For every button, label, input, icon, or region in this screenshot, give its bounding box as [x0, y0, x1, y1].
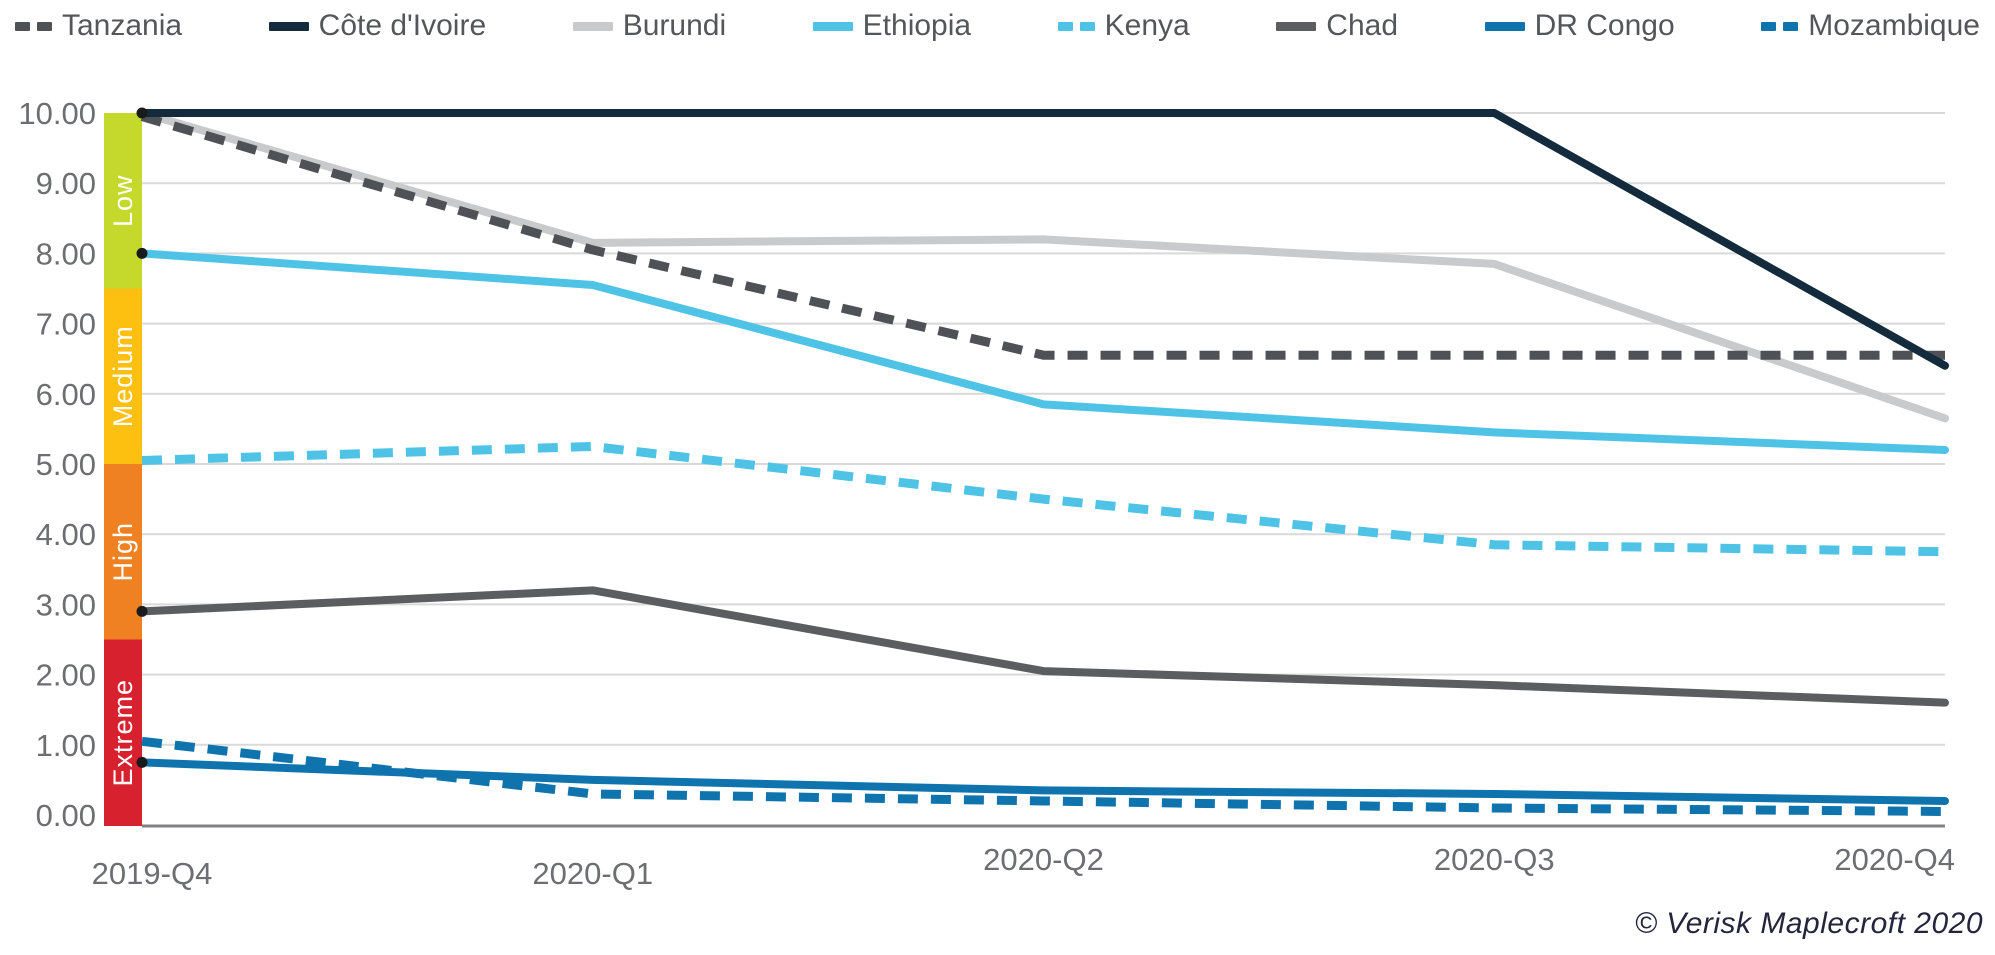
- y-tick-label: 5.00: [36, 447, 96, 482]
- series-start-dot-c-te-d-ivoire: [136, 107, 148, 119]
- c-te-d-ivoire-line-swatch-icon: [268, 21, 309, 31]
- legend-item-dr-congo[interactable]: DR Congo: [1484, 9, 1675, 42]
- legend-item-tanzania[interactable]: Tanzania: [15, 11, 182, 41]
- legend-item-chad[interactable]: Chad: [1276, 11, 1398, 41]
- x-tick-label-2020-q2: 2020-Q2: [983, 842, 1104, 877]
- series-line-dr-congo: [138, 758, 1949, 805]
- legend-item-kenya[interactable]: Kenya: [1057, 9, 1190, 42]
- copyright-text: © Verisk Maplecroft 2020: [1634, 907, 1983, 940]
- y-tick-label: 0.00: [36, 798, 96, 833]
- legend-item-burundi[interactable]: Burundi: [572, 9, 727, 42]
- dr-congo-line-swatch-icon: [1484, 21, 1525, 31]
- series-line-mozambique: [141, 736, 1946, 816]
- legend-label: DR Congo: [1534, 9, 1675, 42]
- risk-band-extreme: [104, 639, 142, 826]
- series-line-chad: [138, 586, 1949, 707]
- series-start-dot-dr-congo: [136, 756, 148, 768]
- series-start-dot-ethiopia: [136, 247, 148, 259]
- legend-label: Mozambique: [1808, 9, 1980, 42]
- legend-item-c-te-d-ivoire[interactable]: Côte d'Ivoire: [268, 9, 487, 42]
- burundi-line-swatch-icon: [572, 21, 613, 31]
- legend-label: Côte d'Ivoire: [318, 9, 487, 42]
- legend-label: Burundi: [622, 9, 727, 42]
- y-tick-label: 7.00: [36, 307, 96, 342]
- ethiopia-line-swatch-icon: [812, 21, 853, 31]
- series-start-dot-chad: [136, 605, 148, 617]
- risk-band-high: [104, 464, 142, 640]
- y-tick-label: 4.00: [36, 517, 96, 552]
- y-tick-label: 6.00: [36, 377, 96, 412]
- series-line-ethiopia: [138, 249, 1949, 454]
- y-tick-label: 3.00: [36, 587, 96, 622]
- x-tick-label-2020-q3: 2020-Q3: [1434, 842, 1555, 877]
- y-tick-label: 1.00: [36, 728, 96, 763]
- y-tick-label: 2.00: [36, 658, 96, 693]
- risk-band-label-medium: Medium: [108, 325, 138, 427]
- risk-band-label-low: Low: [108, 174, 138, 227]
- legend-item-mozambique[interactable]: Mozambique: [1761, 11, 1980, 41]
- legend-label: Kenya: [1104, 9, 1190, 42]
- y-tick-label: 9.00: [36, 166, 96, 201]
- tanzania-line-swatch-icon: [15, 21, 52, 31]
- legend-label: Chad: [1326, 9, 1399, 42]
- risk-band-label-high: High: [108, 522, 138, 582]
- y-tick-label: 8.00: [36, 236, 96, 271]
- mozambique-line-swatch-icon: [1761, 21, 1799, 31]
- series-line-burundi: [138, 109, 1949, 423]
- legend-label: Tanzania: [62, 9, 183, 42]
- x-tick-label-2019-q4: 2019-Q4: [92, 856, 213, 891]
- risk-band-low: [104, 113, 142, 289]
- x-tick-label-2020-q4: 2020-Q4: [1834, 842, 1955, 877]
- risk-band-label-extreme: Extreme: [108, 679, 138, 787]
- risk-band-medium: [104, 288, 142, 464]
- series-line-tanzania: [140, 112, 1945, 360]
- y-tick-label: 10.00: [18, 96, 96, 131]
- legend-label: Ethiopia: [862, 9, 972, 42]
- legend-item-ethiopia[interactable]: Ethiopia: [812, 9, 972, 42]
- series-line-kenya: [141, 441, 1946, 557]
- chart-legend: Tanzania Côte d'Ivoire Burundi Ethiopia Keny…: [0, 6, 1995, 46]
- chad-line-swatch-icon: [1276, 21, 1317, 31]
- x-tick-label-2020-q1: 2020-Q1: [532, 856, 653, 891]
- kenya-line-swatch-icon: [1057, 21, 1095, 31]
- series-line-c-te-d-ivoire: [138, 109, 1949, 370]
